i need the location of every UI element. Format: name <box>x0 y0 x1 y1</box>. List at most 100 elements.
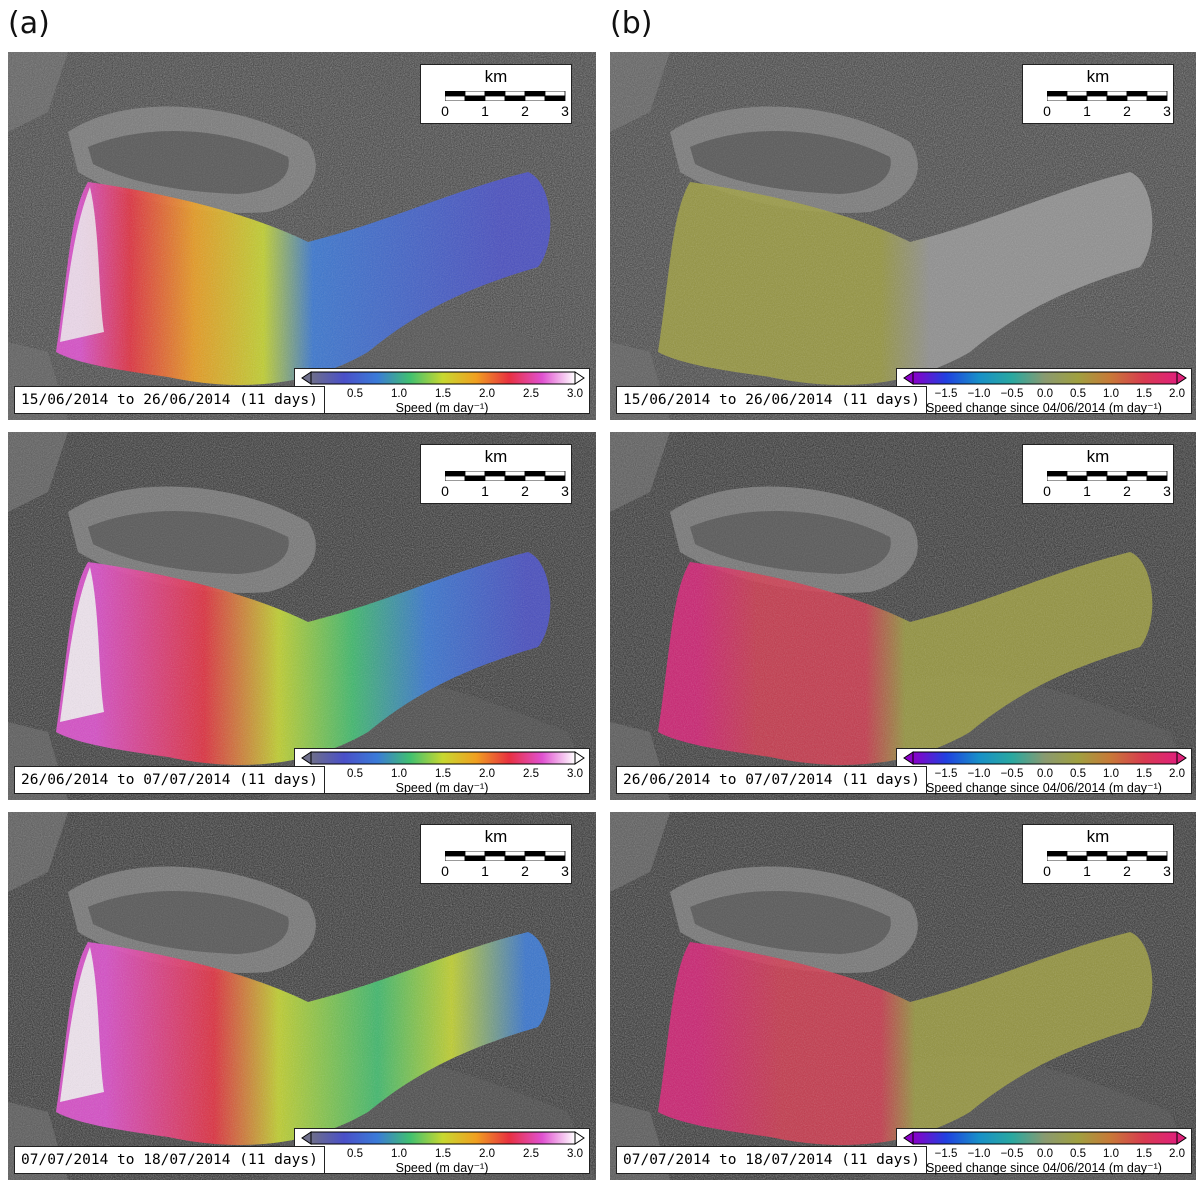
colorbar-title: Speed (m day⁻¹) <box>395 781 489 795</box>
scale-bar-tick: 1 <box>1083 103 1091 119</box>
satellite-image <box>610 812 1196 1180</box>
colorbar-tick-label: −1.0 <box>967 1148 991 1160</box>
scale-bar-unit: km <box>484 67 508 86</box>
scale-bar-graphic <box>445 851 566 861</box>
colorbar-tick-label: −1.0 <box>967 768 991 780</box>
scale-bar-tick: 1 <box>1083 483 1091 499</box>
scale-bar-tick: 2 <box>521 483 529 499</box>
scale-bar-tick: 1 <box>481 863 489 879</box>
colorbar-tick-label: 0.0 <box>1037 1148 1053 1160</box>
colorbar-tick-label: 2.0 <box>479 768 495 780</box>
colorbar <box>301 1131 585 1145</box>
scale-bar-tick: 0 <box>441 483 449 499</box>
scale-bar-tick: 3 <box>561 863 569 879</box>
colorbar-tick-label: 1.5 <box>1136 768 1152 780</box>
colorbar-title: Speed change since 04/06/2014 (m day⁻¹) <box>926 1161 1162 1175</box>
colorbar-tick-label: 1.0 <box>1103 768 1119 780</box>
scale-bar-tick: 1 <box>1083 863 1091 879</box>
colorbar <box>903 1131 1187 1145</box>
colorbar-tick-label: 2.5 <box>523 1148 539 1160</box>
scale-bar-graphic <box>1047 471 1168 481</box>
scale-bar-tick: 3 <box>1163 483 1171 499</box>
colorbar-tick-label: 2.0 <box>1169 1148 1185 1160</box>
date-range-label: 26/06/2014 to 07/07/2014 (11 days) <box>616 766 927 794</box>
scale-bar: km 0 1 2 3 <box>1022 64 1174 124</box>
colorbar-tick-label: 1.0 <box>391 1148 407 1160</box>
column-label-a: (a) <box>8 6 50 41</box>
scale-bar-tick: 1 <box>481 483 489 499</box>
colorbar-tick-label: 1.0 <box>1103 1148 1119 1160</box>
colorbar-tick-label: 0.0 <box>1037 768 1053 780</box>
scale-bar-tick: 0 <box>1043 483 1051 499</box>
scale-bar: km 0 1 2 3 <box>1022 824 1174 884</box>
scale-bar-unit: km <box>1086 827 1110 846</box>
scale-bar-graphic <box>1047 851 1168 861</box>
date-range-label: 07/07/2014 to 18/07/2014 (11 days) <box>616 1146 927 1174</box>
colorbar-tick-label: 0.0 <box>1037 388 1053 400</box>
colorbar-tick-label: 1.0 <box>391 768 407 780</box>
colorbar-title: Speed change since 04/06/2014 (m day⁻¹) <box>926 401 1162 415</box>
date-range-label: 07/07/2014 to 18/07/2014 (11 days) <box>14 1146 325 1174</box>
colorbar-tick-label: −0.5 <box>1000 768 1024 780</box>
colorbar-tick-label: 0.5 <box>347 1148 363 1160</box>
scale-bar: km 0 1 2 3 <box>420 824 572 884</box>
colorbar-tick-label: 1.5 <box>1136 1148 1152 1160</box>
colorbar-tick-label: 1.5 <box>435 1148 451 1160</box>
scale-bar: km 0 1 2 3 <box>420 444 572 504</box>
colorbar-title: Speed (m day⁻¹) <box>395 1161 489 1175</box>
scale-bar-tick: 2 <box>1123 103 1131 119</box>
colorbar-tick-label: 2.0 <box>1169 388 1185 400</box>
scale-bar-unit: km <box>1086 67 1110 86</box>
colorbar-tick-label: 1.0 <box>1103 388 1119 400</box>
scale-bar-tick: 3 <box>561 483 569 499</box>
colorbar-tick-label: −1.5 <box>934 388 958 400</box>
colorbar-tick-label: 2.0 <box>479 1148 495 1160</box>
scale-bar-graphic <box>1047 91 1168 101</box>
colorbar <box>301 751 585 765</box>
scale-bar-graphic <box>445 471 566 481</box>
colorbar-tick-label: 3.0 <box>567 388 583 400</box>
scale-bar-tick: 2 <box>521 103 529 119</box>
scale-bar-tick: 0 <box>441 863 449 879</box>
scale-bar-tick: 3 <box>1163 863 1171 879</box>
colorbar-tick-label: 1.5 <box>435 768 451 780</box>
scale-bar-tick: 3 <box>561 103 569 119</box>
colorbar-tick-label: −0.5 <box>1000 1148 1024 1160</box>
colorbar-tick-label: 1.5 <box>1136 388 1152 400</box>
date-range-label: 15/06/2014 to 26/06/2014 (11 days) <box>616 386 927 414</box>
colorbar-tick-label: 2.5 <box>523 768 539 780</box>
colorbar-tick-label: 2.5 <box>523 388 539 400</box>
colorbar-title: Speed (m day⁻¹) <box>395 401 489 415</box>
colorbar-tick-label: −1.5 <box>934 1148 958 1160</box>
column-label-b: (b) <box>610 6 653 41</box>
colorbar-tick-label: 1.5 <box>435 388 451 400</box>
scale-bar-unit: km <box>484 827 508 846</box>
colorbar-tick-label: 0.5 <box>347 388 363 400</box>
colorbar-tick-label: 3.0 <box>567 1148 583 1160</box>
colorbar <box>903 751 1187 765</box>
colorbar <box>903 371 1187 385</box>
scale-bar-tick: 3 <box>1163 103 1171 119</box>
colorbar-tick-label: −0.5 <box>1000 388 1024 400</box>
scale-bar-tick: 0 <box>1043 863 1051 879</box>
colorbar-tick-label: 0.5 <box>1070 1148 1086 1160</box>
colorbar-tick-label: 0.5 <box>1070 388 1086 400</box>
scale-bar: km 0 1 2 3 <box>420 64 572 124</box>
colorbar-tick-label: −1.5 <box>934 768 958 780</box>
scale-bar: km 0 1 2 3 <box>1022 444 1174 504</box>
colorbar-tick-label: 0.5 <box>347 768 363 780</box>
colorbar-tick-label: 1.0 <box>391 388 407 400</box>
date-range-label: 15/06/2014 to 26/06/2014 (11 days) <box>14 386 325 414</box>
